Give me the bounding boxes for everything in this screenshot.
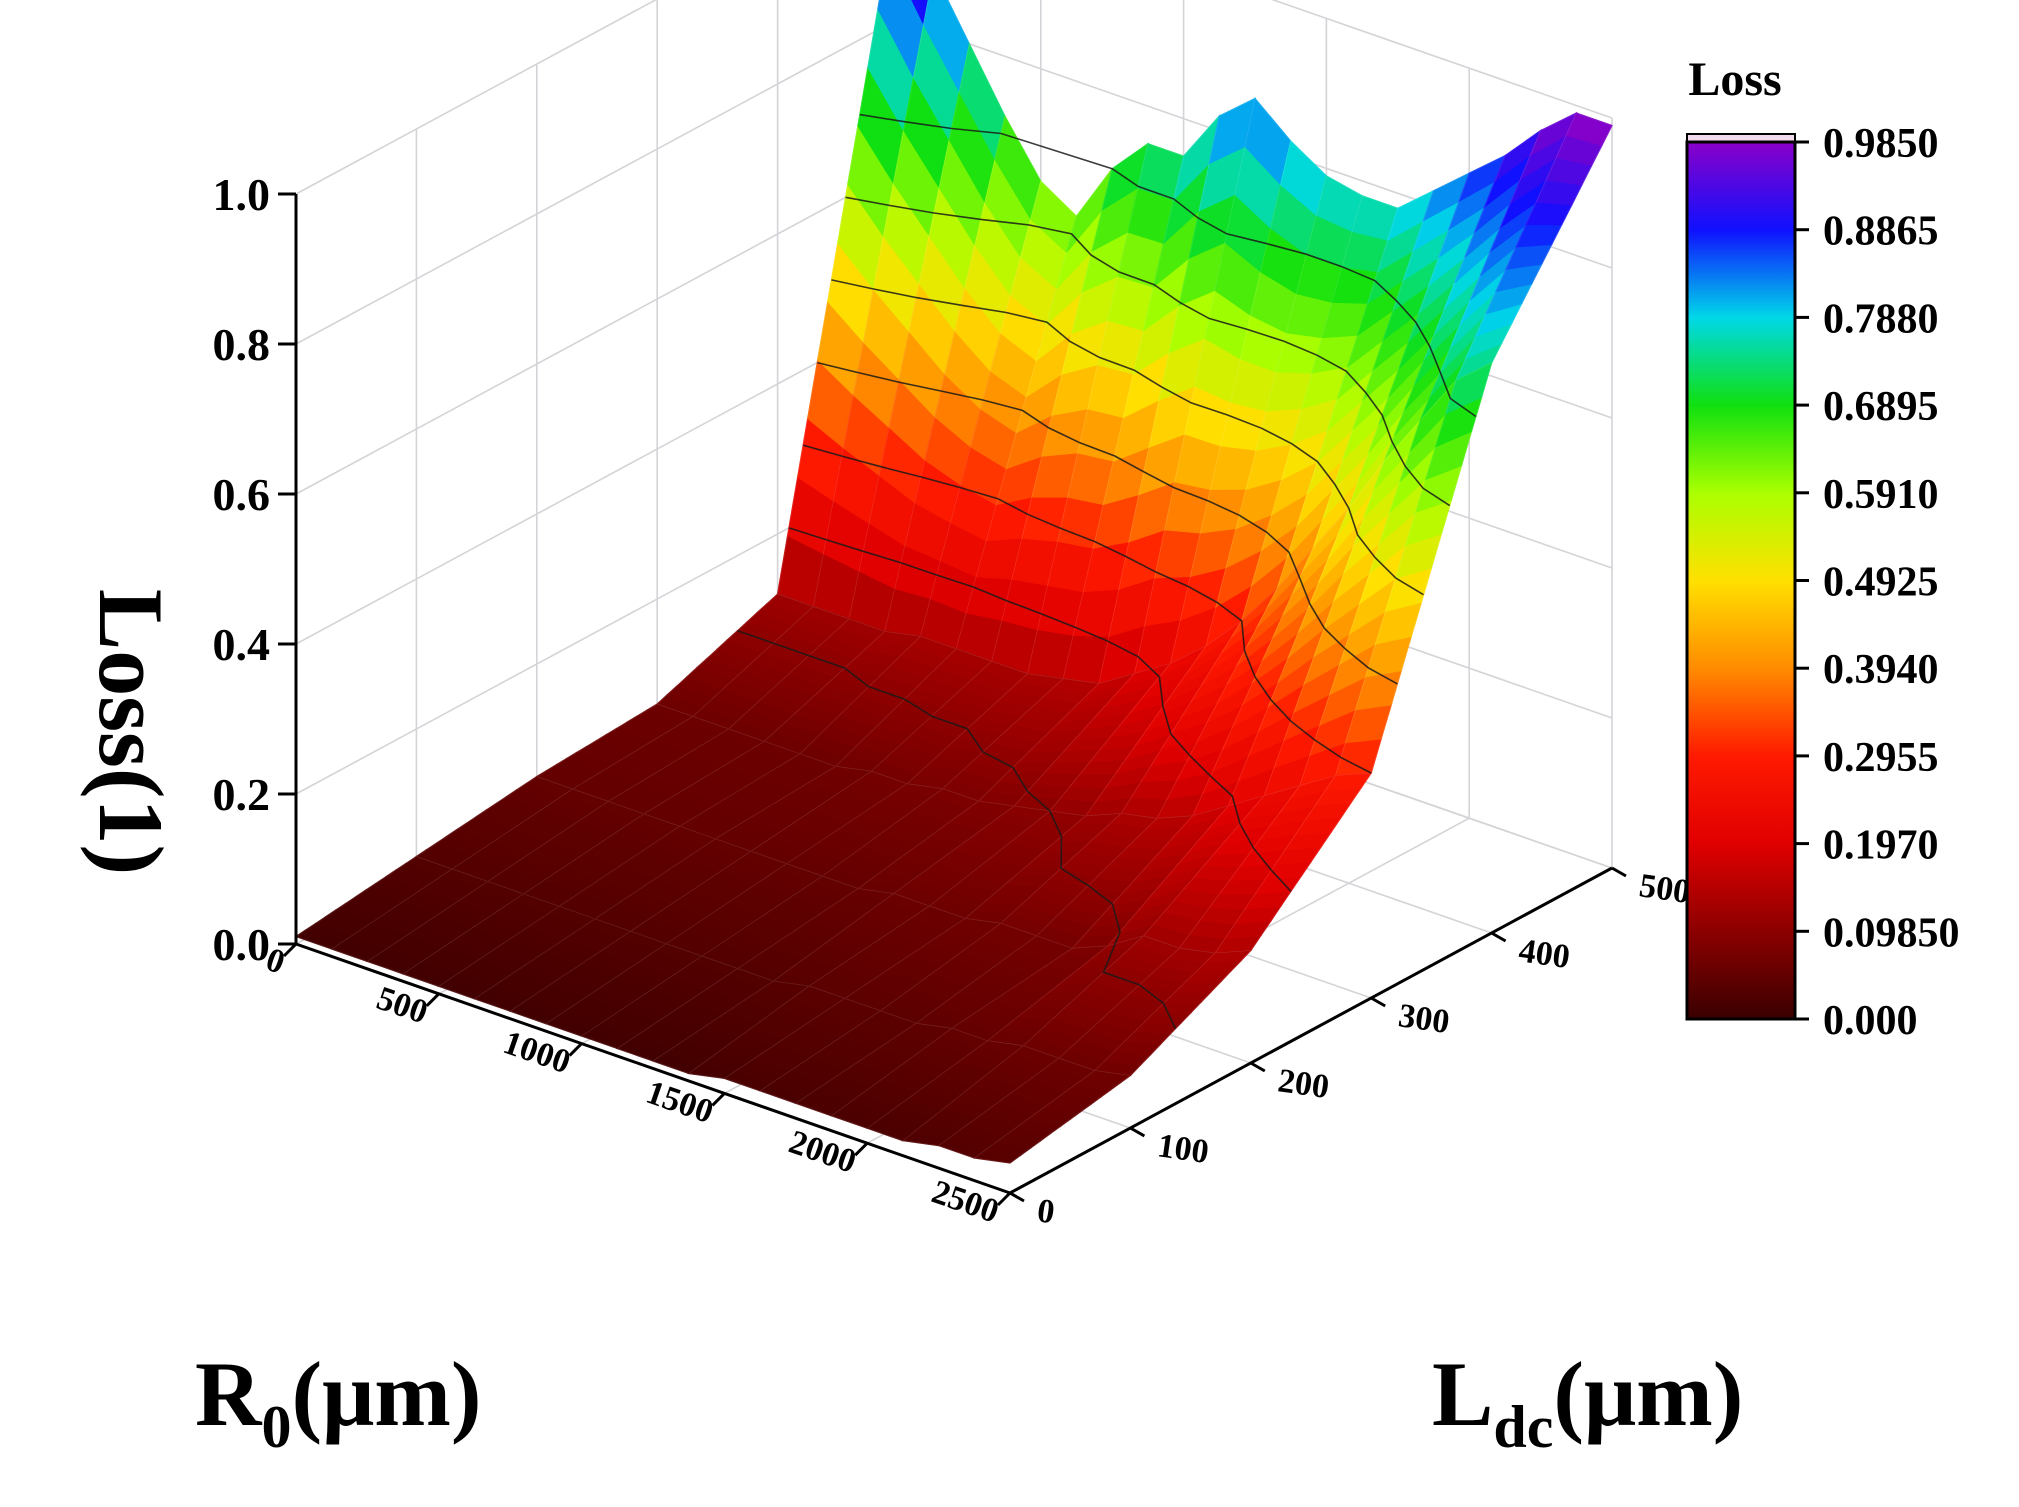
axes bbox=[294, 194, 1613, 1195]
colorbar-tick-label: 0.000 bbox=[1823, 998, 1918, 1044]
r0-tick-mark bbox=[282, 942, 298, 958]
z-tick-label: 0.4 bbox=[213, 619, 271, 670]
r0-tick-mark bbox=[854, 1142, 869, 1157]
z-tick-label: 1.0 bbox=[213, 169, 271, 220]
colorbar-tick-label: 0.5910 bbox=[1823, 472, 1939, 518]
surface-patch bbox=[1565, 112, 1613, 147]
z-tick-label: 0.2 bbox=[213, 769, 271, 820]
ldc-tick-label: 200 bbox=[1276, 1062, 1332, 1106]
contour-line-1 bbox=[788, 527, 1292, 892]
colorbar-body bbox=[1685, 140, 1797, 1021]
r0-axis-line bbox=[295, 942, 1011, 1195]
colorbar-tick-label: 0.9850 bbox=[1823, 121, 1939, 167]
surface-patch bbox=[1444, 361, 1493, 415]
surface-patch bbox=[1083, 1069, 1132, 1084]
r0-axis-title-unit: (μm) bbox=[291, 1343, 481, 1445]
ldc-tick-mark bbox=[1490, 931, 1507, 943]
r0-tick-label: 2000 bbox=[784, 1124, 860, 1181]
ldc-tick-mark bbox=[1129, 1126, 1146, 1138]
ldc-tick-label: 0 bbox=[1035, 1192, 1057, 1231]
colorbar-title: Loss bbox=[1688, 53, 1781, 106]
r0-axis-title-main: R bbox=[195, 1343, 263, 1445]
r0-tick-label: 1500 bbox=[642, 1074, 718, 1131]
ldc-axis-title-main: L bbox=[1432, 1343, 1493, 1445]
grid-wall1-z-5 bbox=[1271, 0, 1613, 119]
r0-tick-mark bbox=[568, 1042, 583, 1057]
r0-tick-label: 2500 bbox=[927, 1173, 1003, 1230]
colorbar-tick-label: 0.4925 bbox=[1823, 560, 1939, 606]
ldc-tick-label: 300 bbox=[1396, 997, 1452, 1041]
ldc-axis-title: Ldc(μm) bbox=[1432, 1343, 1743, 1460]
contour-line-3 bbox=[817, 361, 1398, 685]
contour-line-4 bbox=[831, 279, 1424, 596]
r0-tick-mark bbox=[996, 1191, 1012, 1207]
ldc-axis-line bbox=[1009, 866, 1613, 1195]
ldc-tick-mark bbox=[1370, 996, 1386, 1008]
surface-mesh-cell bbox=[973, 1070, 1132, 1164]
contour-line-6 bbox=[859, 113, 1477, 418]
r0-tick-label: 1000 bbox=[499, 1024, 575, 1081]
z-tick-label: 0.8 bbox=[213, 319, 271, 370]
contour-lines bbox=[737, 113, 1477, 1029]
surface-patch bbox=[1203, 949, 1253, 964]
z-axis-title: Loss(1) bbox=[80, 589, 182, 875]
contour-line-2 bbox=[802, 444, 1372, 774]
ldc-tick-label: 100 bbox=[1155, 1127, 1211, 1171]
colorbar: Loss 0.9850 0.8865 0.7880 0.6895 0.5910 0.492… bbox=[1685, 53, 1960, 1044]
grid-wall2-z-2 bbox=[295, 318, 899, 645]
r0-tick-mark bbox=[711, 1092, 726, 1107]
colorbar-tick-label: 0.09850 bbox=[1823, 910, 1960, 956]
z-tick-label: 0.0 bbox=[213, 919, 271, 970]
colorbar-tick-label: 0.2955 bbox=[1823, 735, 1939, 781]
z-axis-ticks: 0.0 0.2 0.4 0.6 0.8 1.0 bbox=[213, 169, 296, 970]
ldc-tick-mark bbox=[1611, 866, 1627, 878]
contour-line-5 bbox=[845, 196, 1451, 507]
grid-wall2-z-3 bbox=[295, 168, 899, 495]
ldc-tick-mark bbox=[1250, 1061, 1266, 1073]
ldc-tick-label: 500 bbox=[1637, 867, 1693, 911]
colorbar-tick-label: 0.1970 bbox=[1823, 823, 1939, 869]
ldc-axis-title-unit: (μm) bbox=[1553, 1343, 1743, 1445]
ldc-tick-mark bbox=[1009, 1191, 1025, 1203]
colorbar-ticks: 0.9850 0.8865 0.7880 0.6895 0.5910 0.4925 0.39… bbox=[1795, 121, 1960, 1044]
r0-tick-mark bbox=[425, 992, 440, 1007]
ldc-tick-label: 400 bbox=[1516, 932, 1572, 976]
loss-surface bbox=[294, 0, 1613, 1164]
r0-axis-title: R0(μm) bbox=[195, 1343, 482, 1460]
colorbar-tick-label: 0.6895 bbox=[1823, 384, 1939, 430]
r0-axis-title-sub: 0 bbox=[261, 1394, 291, 1460]
colorbar-tick-label: 0.3940 bbox=[1823, 647, 1939, 693]
grid-wall2-z-5 bbox=[295, 0, 658, 195]
contour-line-0 bbox=[737, 629, 1177, 1029]
surface-patch bbox=[911, 0, 929, 27]
ldc-axis-title-sub: dc bbox=[1493, 1394, 1553, 1460]
z-tick-label: 0.6 bbox=[213, 469, 271, 520]
ldc-axis-ticks: 0 100 200 300 400 500 bbox=[1009, 866, 1693, 1231]
colorbar-tick-label: 0.8865 bbox=[1823, 209, 1939, 255]
grid-wall2-z-4 bbox=[295, 18, 899, 345]
colorbar-tick-label: 0.7880 bbox=[1823, 296, 1939, 342]
